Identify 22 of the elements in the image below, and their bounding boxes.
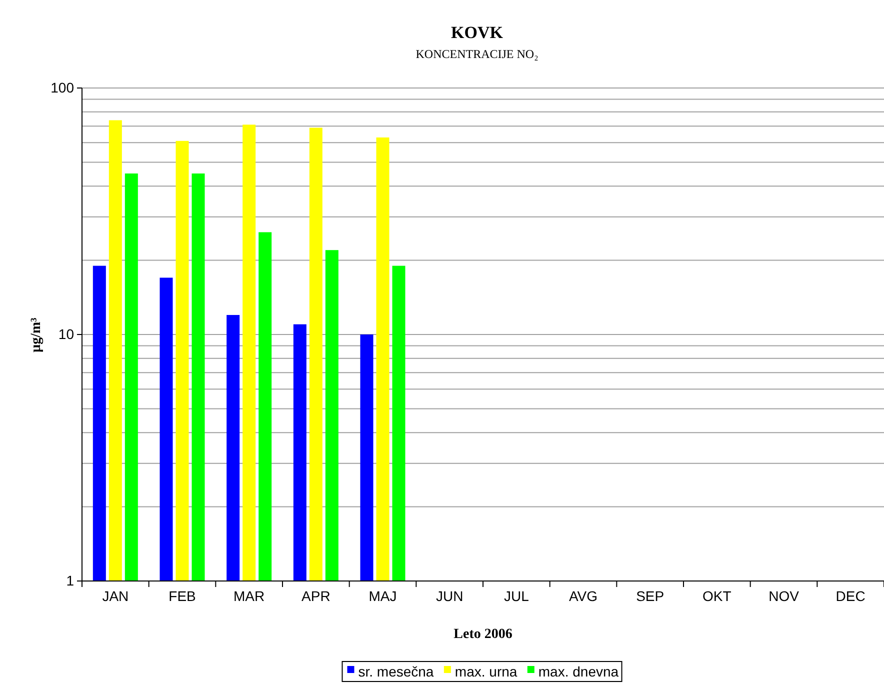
x-tick-label: APR: [302, 588, 330, 604]
legend-label: max. urna: [454, 664, 518, 680]
y-tick-label: 10: [58, 326, 74, 342]
x-tick-label: OKT: [702, 588, 732, 604]
y-tick-label: 100: [50, 79, 74, 96]
x-tick-label: JAN: [102, 588, 129, 604]
x-tick-label: JUL: [504, 588, 530, 604]
x-tick-label: DEC: [836, 588, 866, 604]
y-axis-title: μg/m³: [29, 318, 44, 352]
x-tick-label: SEP: [636, 588, 664, 604]
chart-title: KOVK: [451, 23, 504, 42]
x-tick-label: FEB: [168, 588, 196, 604]
legend-label: sr. mesečna: [358, 664, 434, 680]
x-tick-label: MAJ: [368, 588, 397, 604]
x-tick-label: JUN: [436, 588, 464, 604]
x-tick-label: MAR: [234, 588, 265, 604]
x-tick-label: NOV: [768, 588, 800, 604]
x-axis-title: Leto 2006: [454, 627, 512, 642]
legend-label: max. dnevna: [538, 664, 619, 680]
x-tick-label: AVG: [568, 588, 598, 604]
chart-subtitle: KONCENTRACIJE NO₂: [416, 47, 538, 61]
y-tick-label: 1: [66, 572, 74, 588]
